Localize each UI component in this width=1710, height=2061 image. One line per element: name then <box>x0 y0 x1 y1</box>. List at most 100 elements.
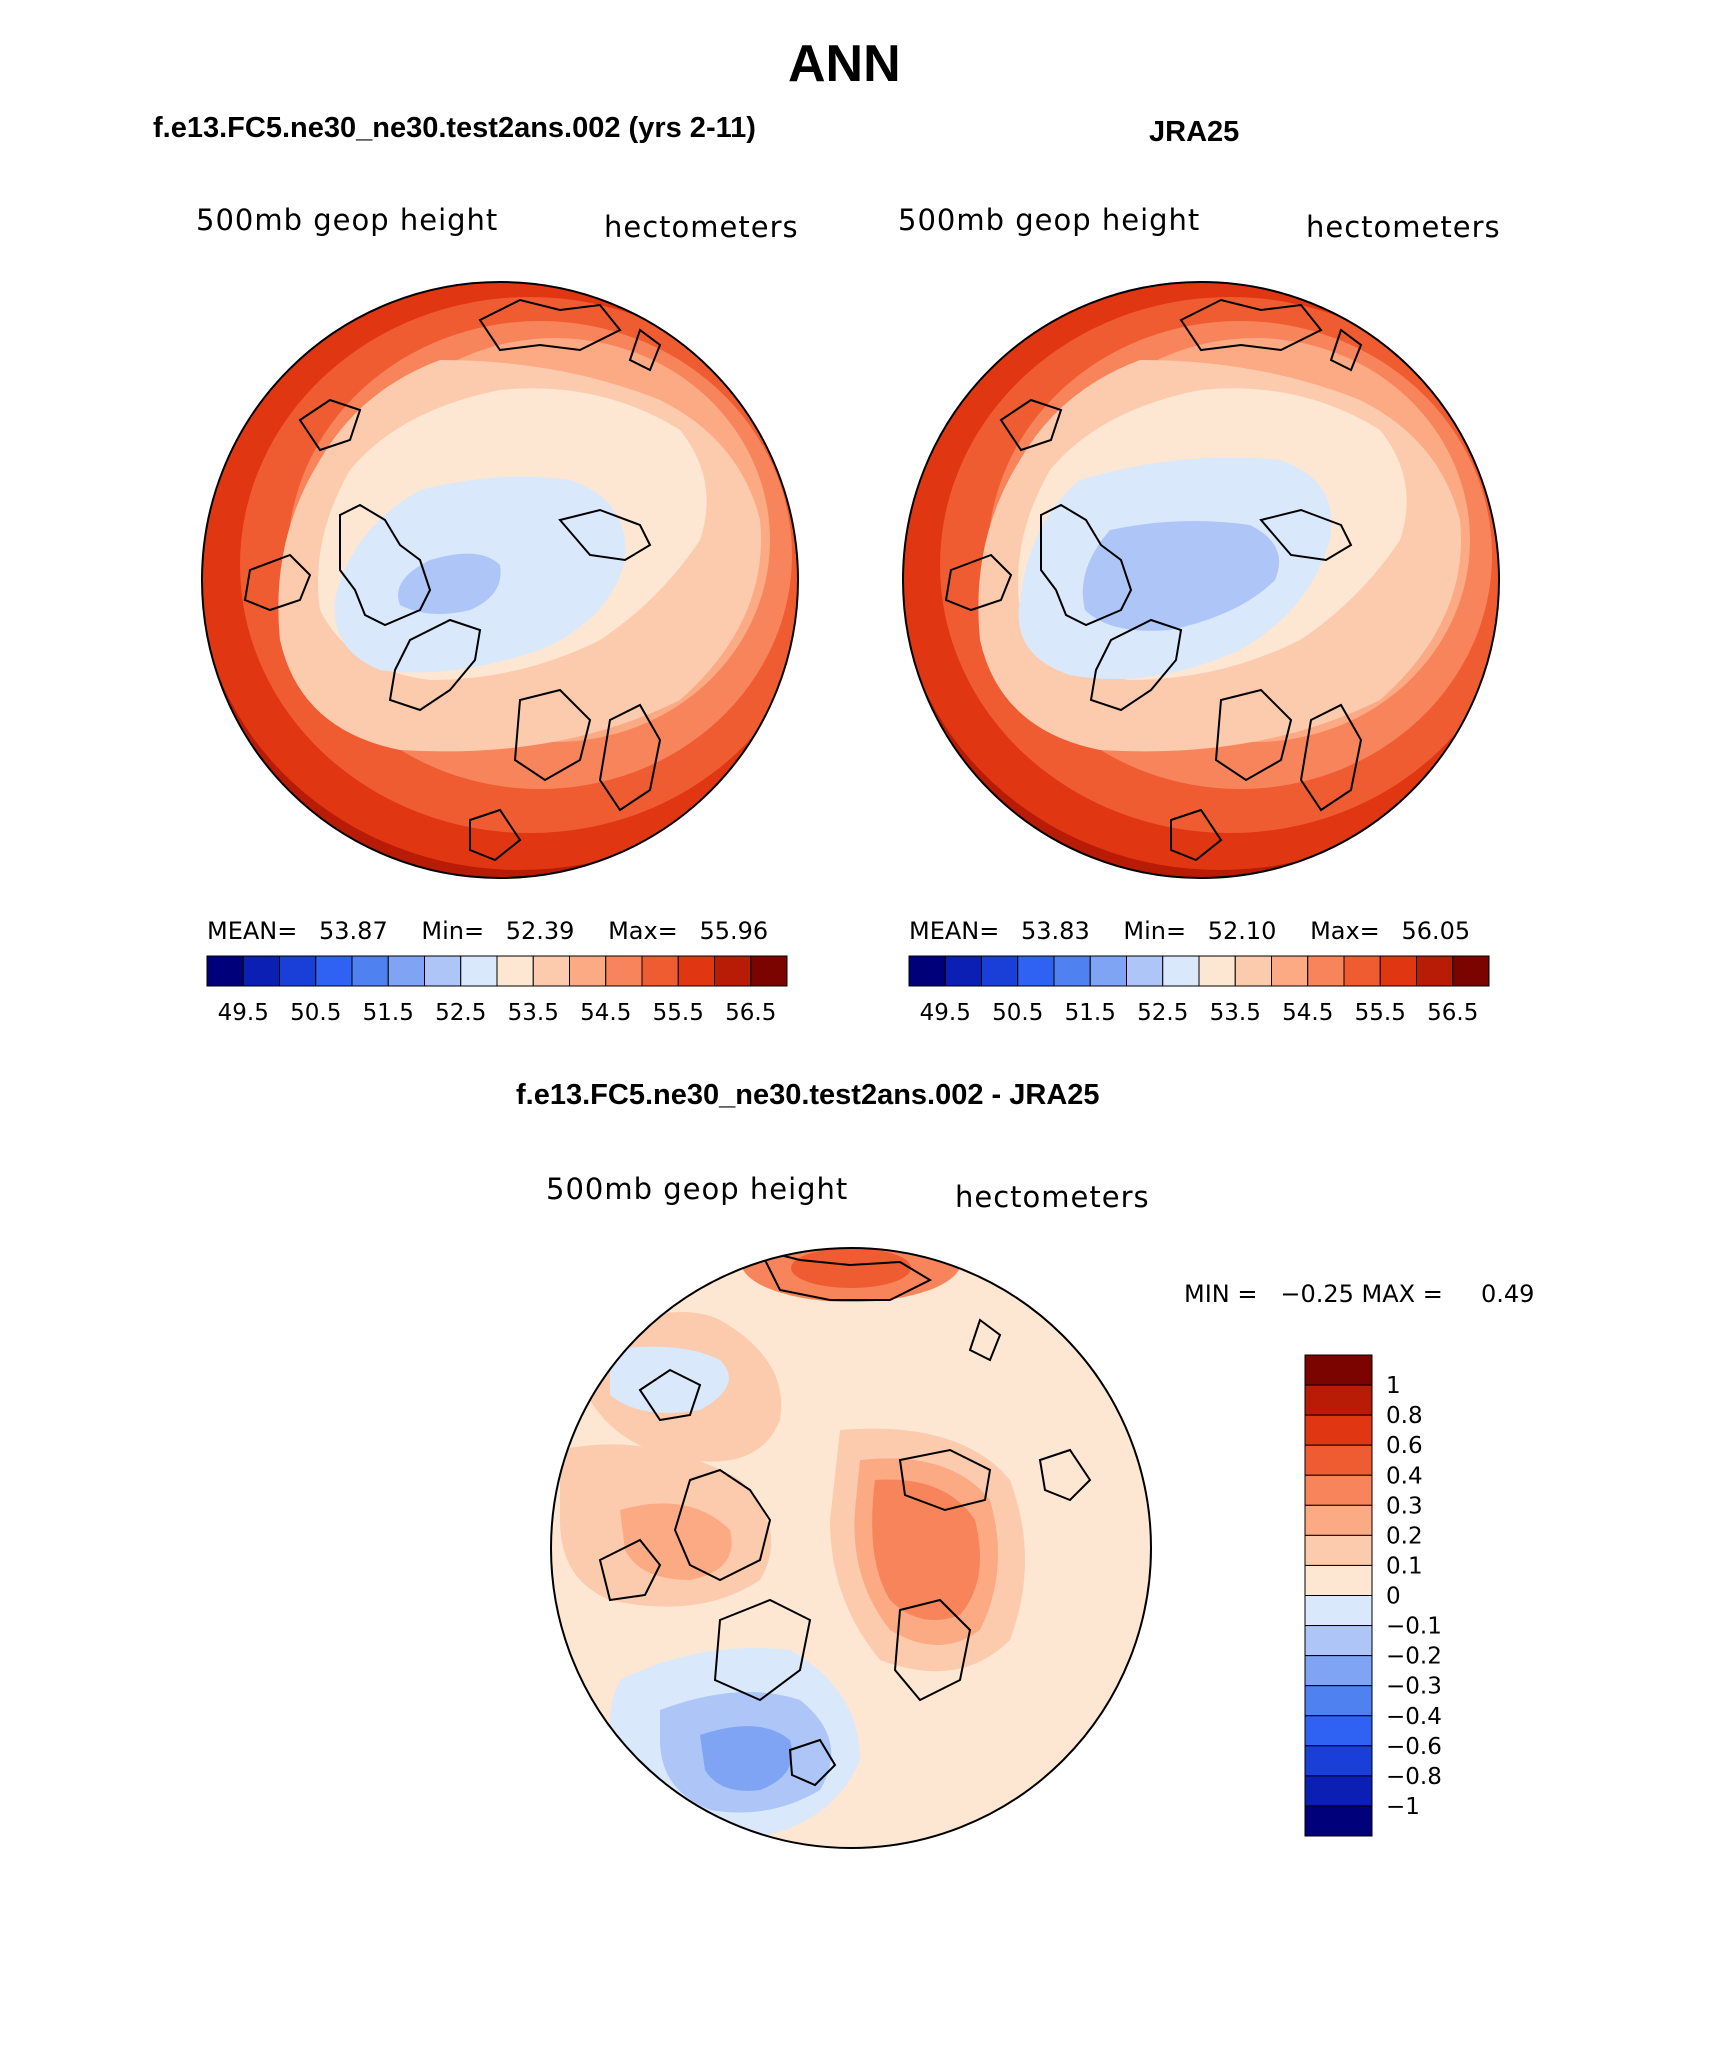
colorbar-tick-label: 52.5 <box>1137 1000 1188 1026</box>
colorbar-tick-label: 53.5 <box>1210 1000 1261 1026</box>
colorbar-tick-label: 54.5 <box>1282 1000 1333 1026</box>
colorbar-obs: 49.5 50.5 51.5 52.5 53.5 54.5 55.5 56.5 <box>908 955 1490 1026</box>
colorbar-tick-label: 50.5 <box>290 1000 341 1026</box>
colorbar-tick-label: 0.6 <box>1386 1433 1423 1459</box>
colorbar-swatch <box>1304 1414 1373 1446</box>
colorbar-tick-label: −0.4 <box>1386 1704 1442 1730</box>
colorbar-swatch <box>1304 1504 1373 1536</box>
colorbar-tick-label: 54.5 <box>580 1000 631 1026</box>
colorbar-swatch <box>532 955 570 987</box>
colorbar-tick-label: 0.1 <box>1386 1553 1423 1579</box>
colorbar-swatch <box>1234 955 1272 987</box>
colorbar-tick-label: 52.5 <box>435 1000 486 1026</box>
contour-fill-neg0.1-upper <box>610 1346 729 1413</box>
colorbar-swatch <box>1304 1444 1373 1476</box>
colorbar-tick-label: 51.5 <box>1065 1000 1116 1026</box>
colorbar-swatch <box>1271 955 1309 987</box>
colorbar-swatch <box>1304 1534 1373 1566</box>
coastlines-model <box>243 298 662 862</box>
min-label: Min= <box>421 917 485 945</box>
colorbar-swatch <box>641 955 679 987</box>
panel-obs-units-label: hectometers <box>1306 210 1501 244</box>
colorbar-swatch <box>351 955 389 987</box>
colorbar-swatch <box>206 955 244 987</box>
map-model <box>201 281 799 879</box>
colorbar-swatch <box>1304 1715 1373 1747</box>
colorbar-swatch <box>1416 955 1454 987</box>
colorbar-tick-label: −0.1 <box>1386 1614 1442 1640</box>
contour-fill-0.2-left <box>620 1503 732 1580</box>
panel-obs-stats: MEAN= 53.83 Min= 52.10 Max= 56.05 <box>909 917 1470 945</box>
panel-obs-variable-label: 500mb geop height <box>898 203 1201 237</box>
colorbar-tick-label: −0.3 <box>1386 1674 1442 1700</box>
max-label: Max= <box>1310 917 1380 945</box>
colorbar-swatch <box>1304 1354 1373 1386</box>
colorbar-tick-label: 56.5 <box>725 1000 776 1026</box>
colorbar-swatch <box>1379 955 1417 987</box>
map-obs <box>902 281 1500 879</box>
panel-diff-variable-label: 500mb geop height <box>546 1172 849 1206</box>
colorbar-swatch <box>1304 1775 1373 1807</box>
colorbar-tick-label: −1 <box>1386 1794 1420 1820</box>
colorbar-tick-label: 1 <box>1386 1373 1401 1399</box>
colorbar-swatch <box>1304 1564 1373 1596</box>
colorbar-swatch <box>1304 1384 1373 1416</box>
colorbar-swatch <box>677 955 715 987</box>
colorbar-tick-label: 55.5 <box>653 1000 704 1026</box>
colorbar-tick-label: 0.4 <box>1386 1463 1423 1489</box>
colorbar-swatch <box>1307 955 1345 987</box>
panel-diff-case-title: f.e13.FC5.ne30_ne30.test2ans.002 - JRA25 <box>516 1079 1100 1111</box>
colorbar-swatch <box>424 955 462 987</box>
map-border-obs <box>902 281 1500 879</box>
colorbar-tick-label: 0 <box>1386 1584 1401 1610</box>
min-label: Min= <box>1123 917 1187 945</box>
panel-obs-case-title: JRA25 <box>1149 116 1240 148</box>
colorbar-swatch <box>242 955 280 987</box>
colorbar-swatch <box>1089 955 1127 987</box>
colorbar-tick-label: 53.5 <box>508 1000 559 1026</box>
colorbar-swatch <box>1126 955 1164 987</box>
colorbar-swatch <box>1162 955 1200 987</box>
mean-value: 53.87 <box>319 917 388 945</box>
colorbar-swatch <box>750 955 788 987</box>
colorbar-swatch <box>460 955 498 987</box>
colorbar-tick-label: 56.5 <box>1427 1000 1478 1026</box>
colorbar-tick-label: 0.2 <box>1386 1523 1423 1549</box>
mean-label: MEAN= <box>207 917 298 945</box>
colorbar-swatch <box>1053 955 1091 987</box>
max-value: 55.96 <box>699 917 769 945</box>
colorbar-swatch <box>1017 955 1055 987</box>
colorbar-tick-label: −0.8 <box>1386 1764 1442 1790</box>
mean-label: MEAN= <box>909 917 1000 945</box>
colorbar-swatch <box>1304 1625 1373 1657</box>
panel-model-stats: MEAN= 53.87 Min= 52.39 Max= 55.96 <box>207 917 768 945</box>
colorbar-swatch <box>1304 1595 1373 1627</box>
colorbar-swatch <box>1304 1685 1373 1717</box>
contour-fill-0.3-right <box>872 1479 980 1620</box>
colorbar-swatch <box>908 955 946 987</box>
contour-fill-neg0.3-lower <box>700 1726 792 1791</box>
colorbar-swatch <box>1304 1745 1373 1777</box>
min-value: 52.39 <box>505 917 575 945</box>
colorbar-tick-label: 55.5 <box>1355 1000 1406 1026</box>
colorbar-swatch <box>1452 955 1490 987</box>
colorbar-tick-label: 0.3 <box>1386 1493 1423 1519</box>
panel-diff-minmax: MIN = −0.25 MAX = 0.49 <box>1184 1280 1535 1308</box>
colorbar-model: 49.5 50.5 51.5 52.5 53.5 54.5 55.5 56.5 <box>206 955 788 1026</box>
contour-fill-51.5 <box>1082 521 1280 631</box>
max-label: Max= <box>608 917 678 945</box>
colorbar-tick-label: 0.8 <box>1386 1403 1423 1429</box>
colorbar-swatch <box>569 955 607 987</box>
colorbar-swatch <box>944 955 982 987</box>
colorbar-swatch <box>315 955 353 987</box>
colorbar-swatch <box>1304 1655 1373 1687</box>
map-border-model <box>201 281 799 879</box>
coastlines-obs <box>944 298 1363 862</box>
colorbar-tick-label: 50.5 <box>992 1000 1043 1026</box>
colorbar-swatch <box>605 955 643 987</box>
colorbar-tick-label: 49.5 <box>920 1000 971 1026</box>
panel-model-units-label: hectometers <box>604 210 799 244</box>
colorbar-diff: 1 0.8 0.6 0.4 0.3 0.2 0.1 0 −0.1 −0.2 −0.3 −0.4 −0.6… <box>1304 1354 1442 1837</box>
colorbar-swatch <box>1343 955 1381 987</box>
